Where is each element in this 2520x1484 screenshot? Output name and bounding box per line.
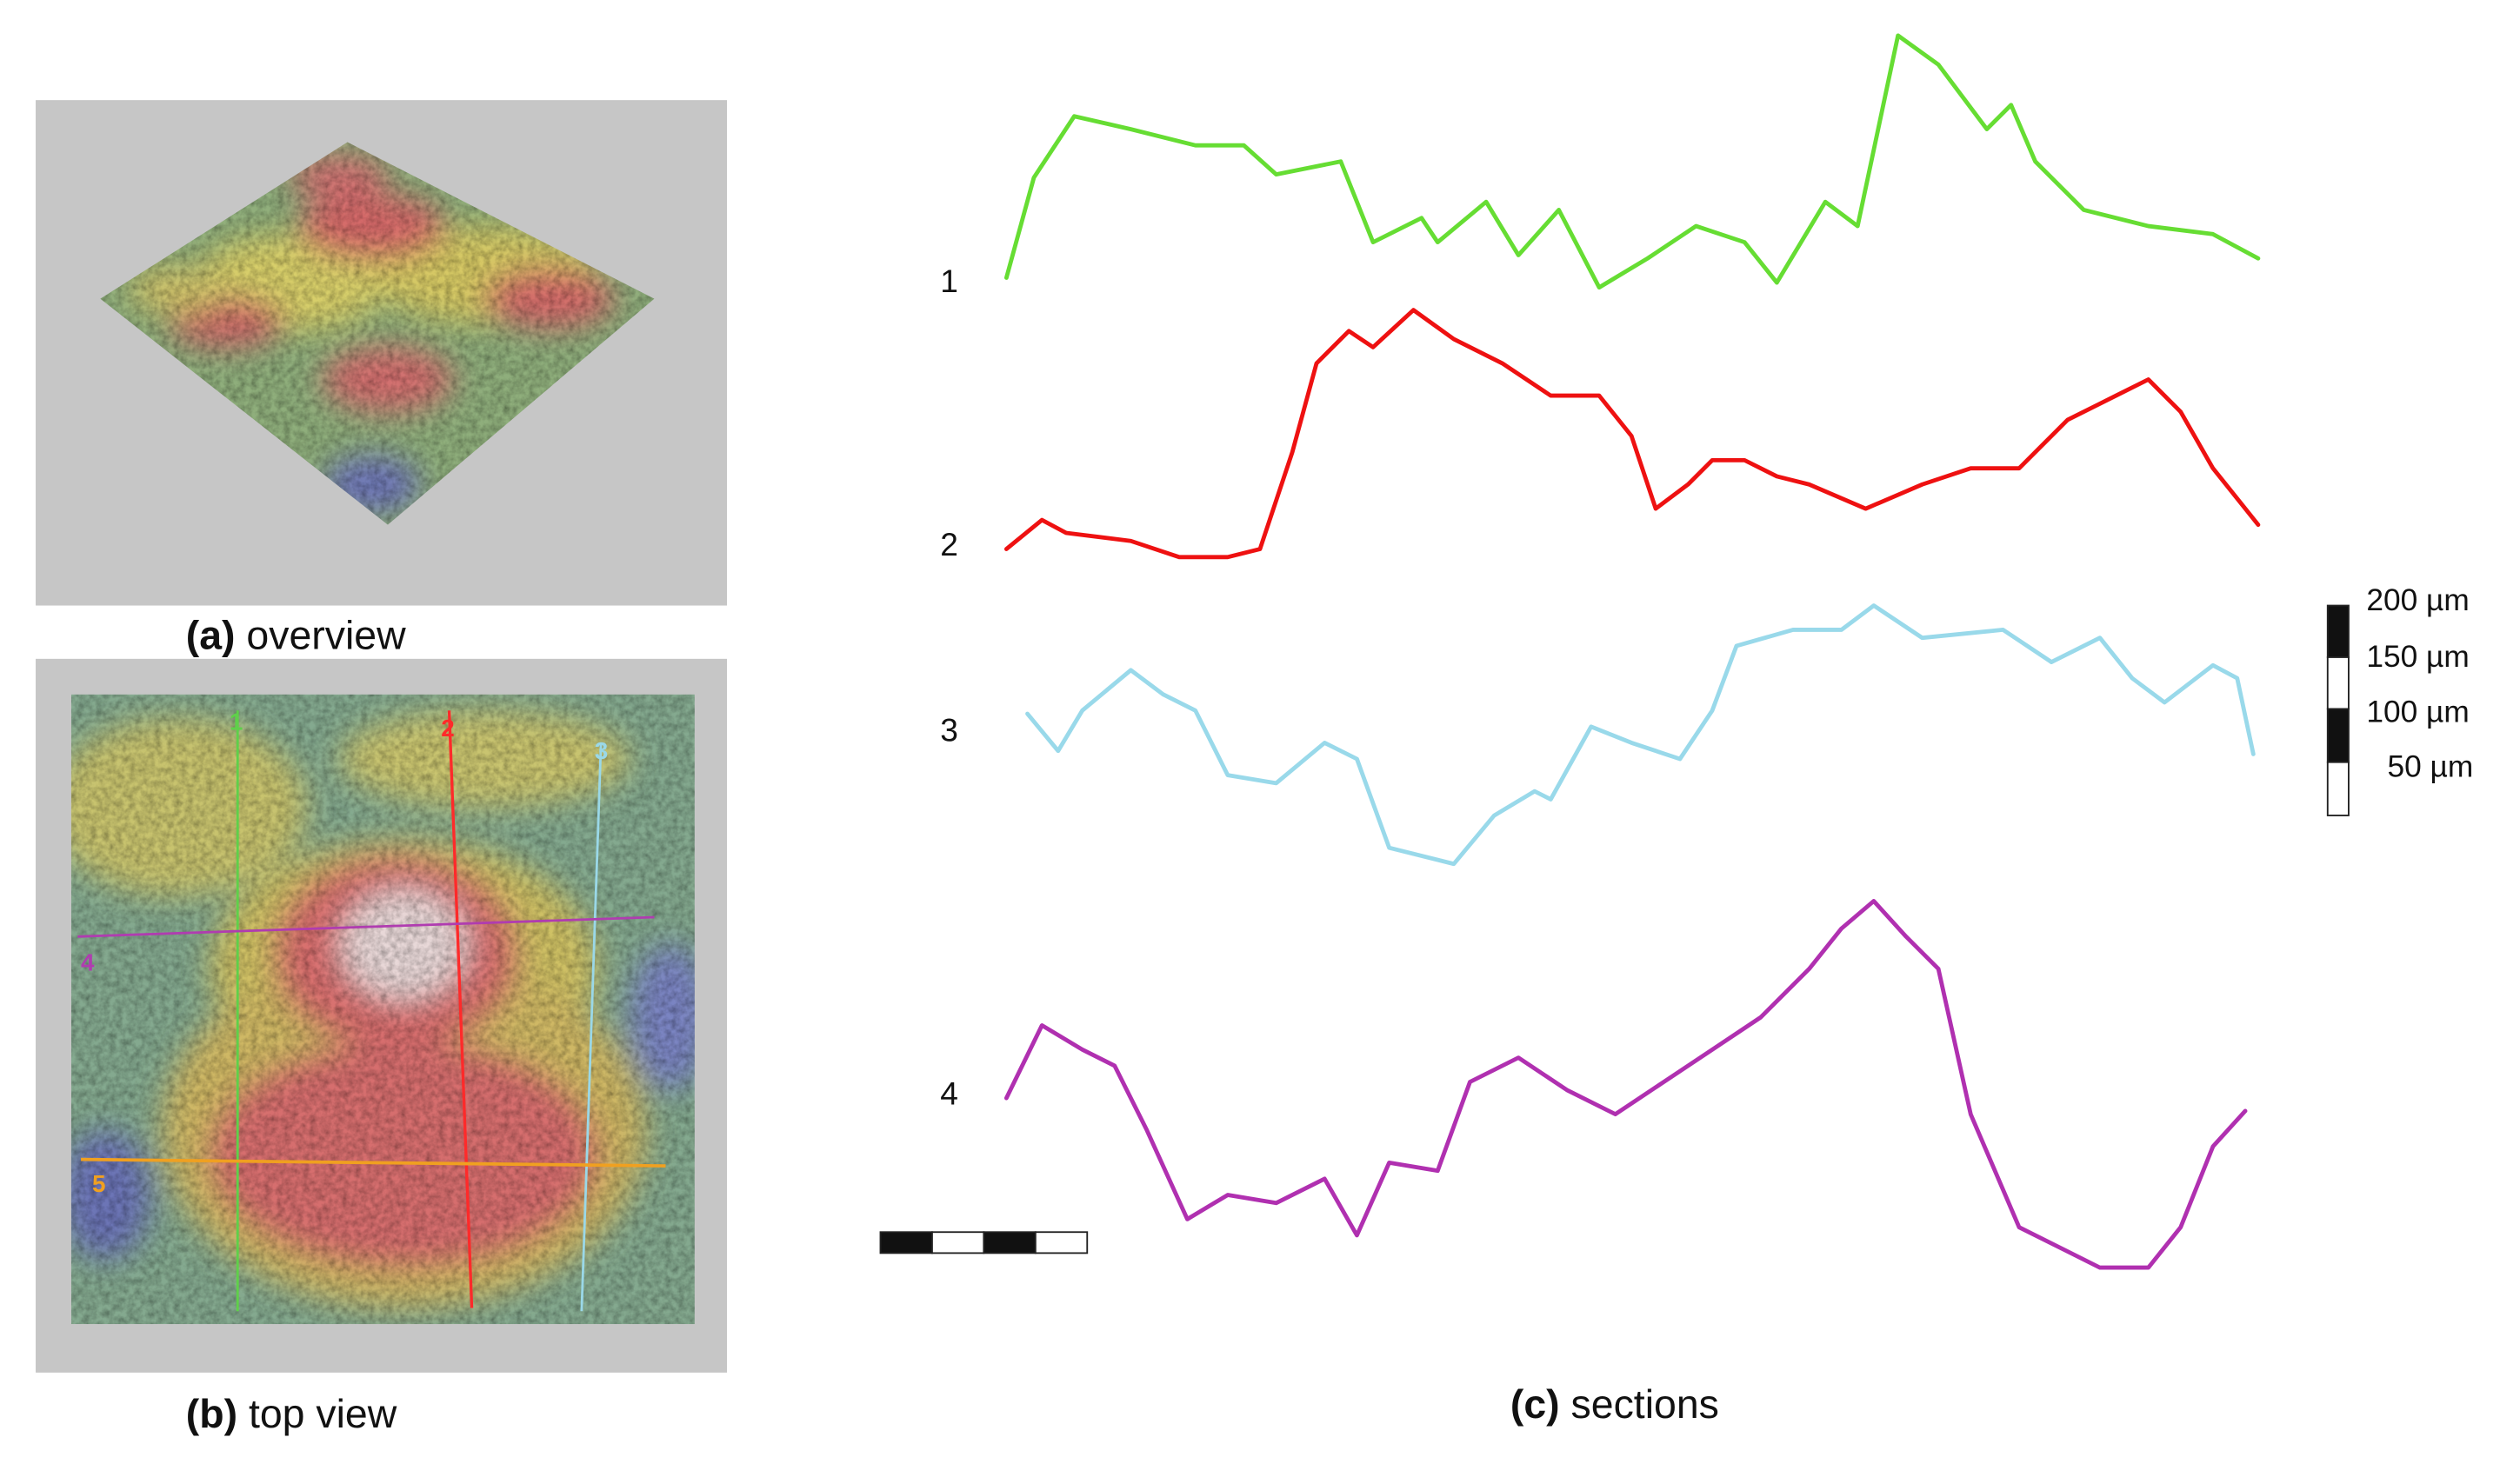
panel-caption: (c) sections	[1510, 1381, 1719, 1427]
section-number: 4	[940, 1075, 958, 1111]
section-number: 3	[940, 712, 958, 749]
scale-label: 200 µm	[2366, 583, 2469, 617]
scale-label: 50 µm	[2388, 749, 2474, 783]
section-label: 5	[92, 1170, 105, 1197]
section-number: 1	[940, 263, 958, 299]
section-label: 2	[441, 715, 454, 742]
section-label: 1	[230, 709, 243, 735]
section-label: 4	[81, 948, 95, 975]
overview-image	[36, 100, 728, 606]
panel-caption: (a) overview	[186, 613, 406, 658]
vertical-scale-bar	[2326, 604, 2350, 816]
horizontal-scale-bar	[879, 1231, 1089, 1254]
top-view-image	[36, 658, 728, 1373]
section-number: 2	[940, 526, 958, 562]
scale-label: 100 µm	[2366, 695, 2469, 729]
panel-caption: (b) top view	[186, 1391, 397, 1436]
scale-label: 150 µm	[2366, 640, 2469, 674]
section-label: 3	[595, 737, 609, 764]
section-profiles	[1003, 33, 2261, 1270]
